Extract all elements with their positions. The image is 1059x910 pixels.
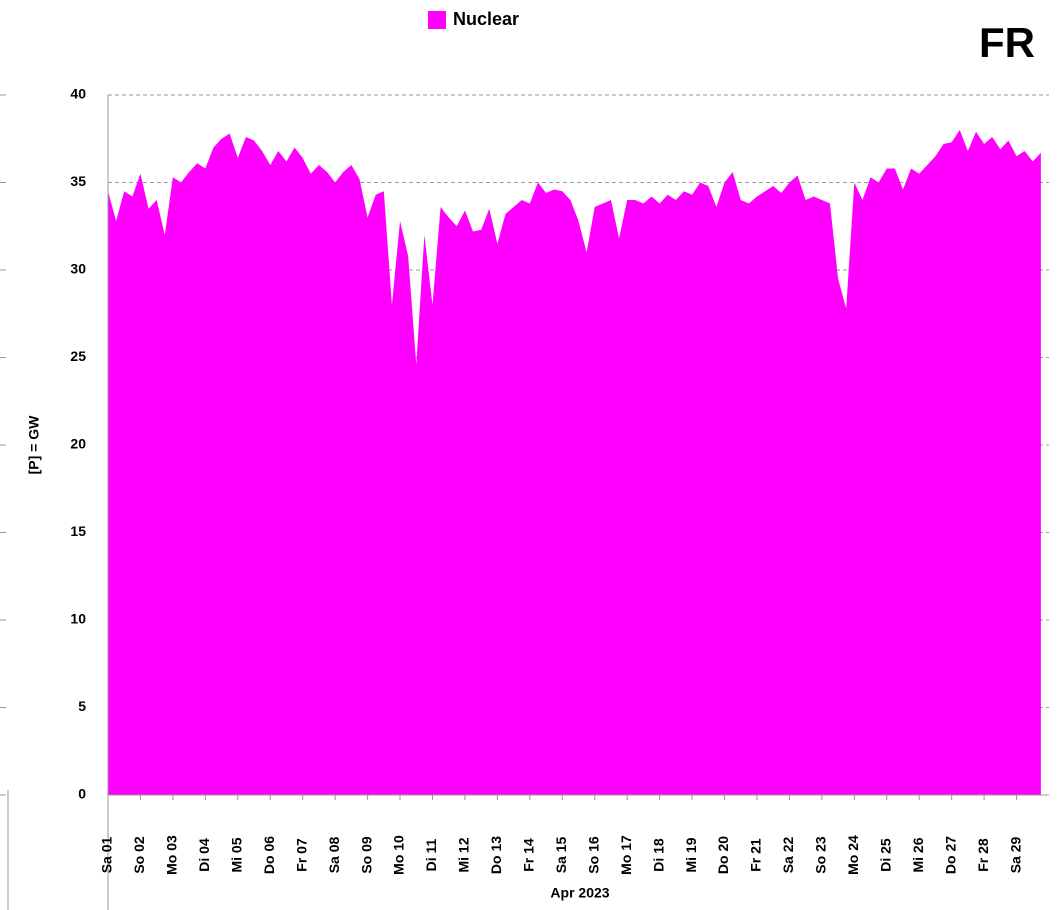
x-tick-label: Do 06: [261, 836, 277, 874]
y-tick-label: 20: [70, 436, 86, 452]
x-tick-label: Sa 22: [780, 836, 796, 873]
x-tick-label: So 09: [358, 836, 374, 874]
x-tick-label: Fr 28: [975, 838, 991, 872]
x-tick-label: Mo 10: [391, 835, 407, 875]
x-tick-label: Di 11: [423, 838, 439, 871]
x-tick-label: Do 20: [715, 836, 731, 874]
x-tick-label: So 16: [585, 836, 601, 874]
x-tick-label: Do 13: [488, 836, 504, 874]
y-tick-label: 35: [70, 173, 86, 189]
y-tick-label: 10: [70, 611, 86, 627]
x-tick-label: Mi 26: [910, 837, 926, 872]
chart-title: FR: [979, 19, 1035, 66]
x-tick-label: Di 18: [650, 838, 666, 872]
y-tick-label: 30: [70, 261, 86, 277]
x-tick-label: Sa 08: [326, 836, 342, 873]
x-tick-label: Do 27: [942, 836, 958, 874]
x-tick-label: Mo 03: [164, 835, 180, 875]
x-tick-label: Sa 01: [99, 836, 115, 873]
area: [108, 130, 1041, 795]
y-axis-label: [P] = GW: [26, 415, 42, 475]
x-tick-label: Mi 05: [228, 837, 244, 872]
x-tick-label: Mo 24: [845, 835, 861, 875]
x-tick-label: Sa 29: [1007, 836, 1023, 873]
y-tick-label: 0: [78, 786, 86, 802]
x-tick-label: Mi 19: [683, 837, 699, 872]
x-tick-label: Di 04: [196, 838, 212, 872]
x-tick-label: So 23: [813, 836, 829, 874]
x-tick-label: Mo 17: [618, 835, 634, 875]
legend-label: Nuclear: [453, 9, 519, 29]
y-tick-label: 15: [70, 523, 86, 539]
x-axis-label: Apr 2023: [550, 885, 609, 901]
x-tick-label: Fr 14: [521, 838, 537, 872]
x-tick-label: Fr 07: [293, 838, 309, 872]
y-tick-label: 25: [70, 348, 86, 364]
x-tick-label: Di 25: [877, 838, 893, 872]
y-tick-label: 5: [78, 698, 86, 714]
x-tick-label: Mi 12: [456, 837, 472, 872]
x-tick-label: Sa 15: [553, 836, 569, 873]
x-tick-label: Fr 21: [748, 838, 764, 872]
legend-swatch: [428, 11, 446, 29]
y-tick-label: 40: [70, 86, 86, 102]
x-tick-label: So 02: [131, 836, 147, 874]
